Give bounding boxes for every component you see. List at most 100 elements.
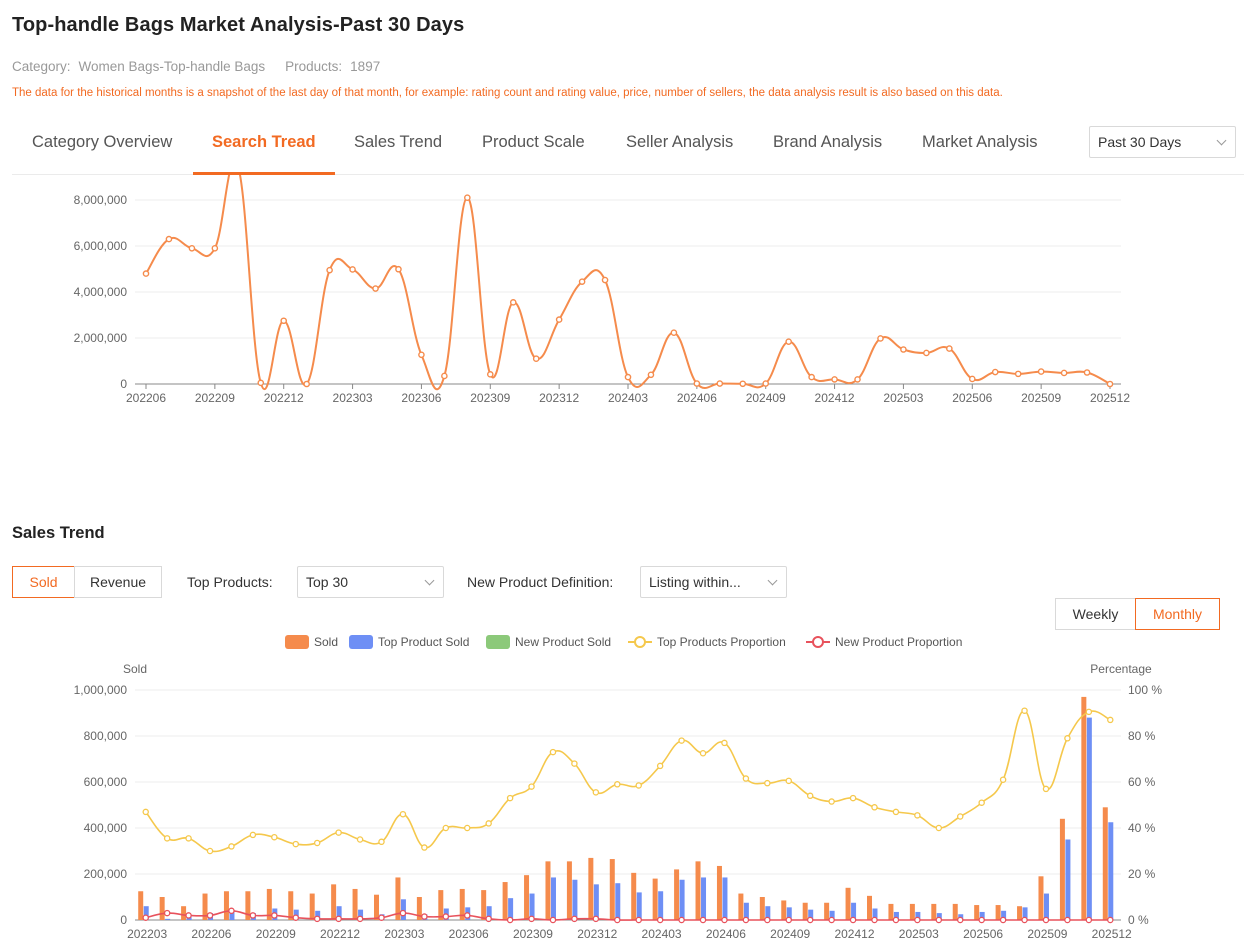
left-tick-label: 200,000 [84,867,128,881]
data-point [549,748,557,756]
bar-sold [502,882,508,920]
x-tick-label: 202506 [952,391,992,405]
bar-sold [759,897,765,920]
bar-sold [159,897,165,920]
x-tick-label: 202206 [191,927,231,941]
top-products-label: Top Products: [187,574,273,590]
weekly-toggle-button[interactable]: Weekly [1055,598,1136,630]
bar-sold [331,884,337,920]
legend-item: New Product Sold [486,635,611,649]
tab-category-overview[interactable]: Category Overview [32,133,173,151]
x-tick-label: 202509 [1021,391,1061,405]
y-tick-label: 8,000,000 [74,193,128,207]
data-point [849,794,857,802]
data-point [372,285,379,292]
data-point [399,810,407,818]
data-point [142,808,149,816]
bar-sold [802,902,808,920]
left-axis-title: Sold [123,662,147,676]
data-point [678,916,685,924]
tab-market-analysis[interactable]: Market Analysis [922,133,1038,151]
data-point [421,913,428,920]
new-product-definition-select[interactable]: Listing within... [640,566,787,598]
bar-sold [888,903,894,920]
meta-row: Category: Women Bags-Top-handle Bags Pro… [12,59,380,74]
data-point [808,373,815,381]
x-tick-label: 202412 [815,391,855,405]
data-point [313,839,321,847]
monthly-toggle-button[interactable]: Monthly [1135,598,1220,630]
data-point [206,912,214,919]
bar-sold [138,891,144,920]
data-point [635,916,642,924]
top-products-select[interactable]: Top 30 [297,566,444,598]
x-tick-label: 202312 [577,927,617,941]
bar-sold [716,865,722,920]
bar-top-product-sold [529,893,535,920]
data-point [601,276,609,284]
bar-top-product-sold [893,911,899,920]
sales-trend-title: Sales Trend [12,524,105,542]
data-point [163,835,171,842]
y-tick-label: 0 [120,377,127,391]
data-point [670,329,678,337]
data-point [280,317,288,325]
bar-sold [1017,906,1023,920]
tab-sales-trend[interactable]: Sales Trend [354,133,443,151]
data-point [1021,707,1028,714]
data-point [721,739,728,747]
bar-top-product-sold [979,911,985,920]
new-product-definition-label: New Product Definition: [467,574,614,590]
bar-sold [674,869,680,920]
revenue-toggle-button[interactable]: Revenue [74,566,162,598]
bar-sold [995,905,1001,920]
period-toggle: Weekly Monthly [1055,598,1220,630]
bar-top-product-sold [636,892,642,920]
x-tick-label: 202406 [677,391,717,405]
data-point [142,914,149,921]
tab-product-scale[interactable]: Product Scale [482,133,585,151]
data-point [946,345,953,352]
tab-brand-analysis[interactable]: Brand Analysis [773,133,883,151]
legend-label: New Product Proportion [835,635,962,649]
data-point [571,760,578,767]
category-value: Women Bags-Top-handle Bags [78,59,266,74]
tab-search-tread[interactable]: Search Tread [193,120,335,175]
data-point [206,847,214,855]
sold-toggle-button[interactable]: Sold [12,566,75,598]
data-point [592,789,600,796]
right-tick-label: 20 % [1128,867,1156,881]
bar-top-product-sold [443,908,449,920]
bar-top-product-sold [486,906,492,920]
x-tick-label: 202306 [401,391,441,405]
data-point [335,829,342,836]
bar-sold [738,893,744,920]
bar-top-product-sold [851,902,857,920]
right-tick-label: 80 % [1128,729,1156,743]
x-tick-label: 202403 [608,391,648,405]
bar-sold [288,891,294,920]
left-tick-label: 400,000 [84,821,128,835]
legend-swatch [486,635,510,649]
x-tick-label: 202203 [127,927,167,941]
bar-top-product-sold [701,877,707,920]
data-point [185,912,192,919]
y-tick-label: 2,000,000 [74,331,128,345]
bar-top-product-sold [143,906,149,920]
period-select[interactable]: Past 30 Days [1089,126,1236,158]
data-point [509,299,517,306]
data-point [313,915,321,923]
tab-seller-analysis[interactable]: Seller Analysis [626,133,734,151]
search-volume-line [145,175,1111,391]
data-point [678,737,685,744]
bar-top-product-sold [765,906,771,920]
x-tick-label: 202406 [706,927,746,941]
data-point [271,833,278,841]
x-tick-label: 202303 [333,391,373,405]
data-point [378,914,385,921]
products-count: 1897 [350,59,381,74]
x-tick-label: 202306 [449,927,489,941]
bar-top-product-sold [315,910,321,920]
data-point [968,375,976,383]
x-tick-label: 202412 [834,927,874,941]
